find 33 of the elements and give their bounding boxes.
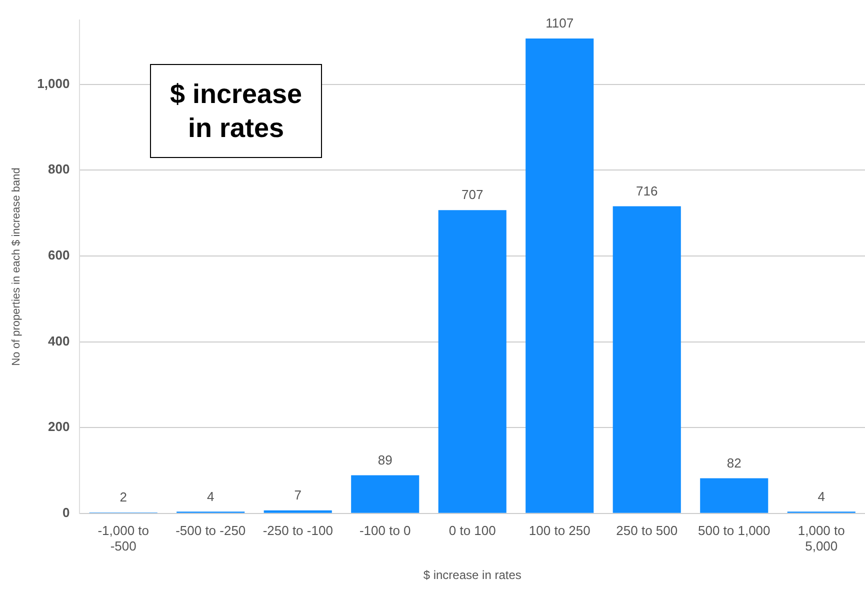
bar [351,475,420,513]
data-label: 89 [378,452,392,468]
bar [612,206,681,513]
x-tick-label: 500 to 1,000 [698,522,770,538]
x-tick-label: 1,000 to 5,000 [798,522,845,554]
x-tick-label: 250 to 500 [616,522,678,538]
x-tick-label: 100 to 250 [528,522,590,538]
y-axis-title: No of properties in each $ increase band [10,168,23,366]
data-label: 707 [462,187,484,202]
bar [264,510,332,513]
y-tick-label: 800 [48,162,70,177]
data-label: 2 [120,490,127,505]
y-tick-label: 0 [62,504,70,520]
x-tick-label: -250 to -100 [262,522,333,538]
y-tick-label: 1,000 [37,76,70,91]
x-axis-title: $ increase in rates [423,568,522,582]
bar [526,38,594,513]
y-tick-label: 200 [48,419,70,434]
data-label: 7 [294,487,302,502]
x-tick-label: -500 to -250 [176,522,246,538]
y-tick-label: 400 [48,333,70,348]
data-label: 716 [636,183,658,198]
bar [700,478,768,513]
data-label: 4 [206,488,214,504]
x-tick-label: -1,000 to -500 [98,522,150,554]
x-tick-label: 0 to 100 [448,522,496,538]
x-tick-label: -100 to 0 [359,522,411,538]
bar [438,210,506,513]
data-label: 82 [726,455,742,470]
text: $ increase in rates [150,64,322,158]
data-label: 4 [818,488,825,504]
data-label: 1107 [546,16,574,31]
y-tick-label: 600 [48,248,70,263]
